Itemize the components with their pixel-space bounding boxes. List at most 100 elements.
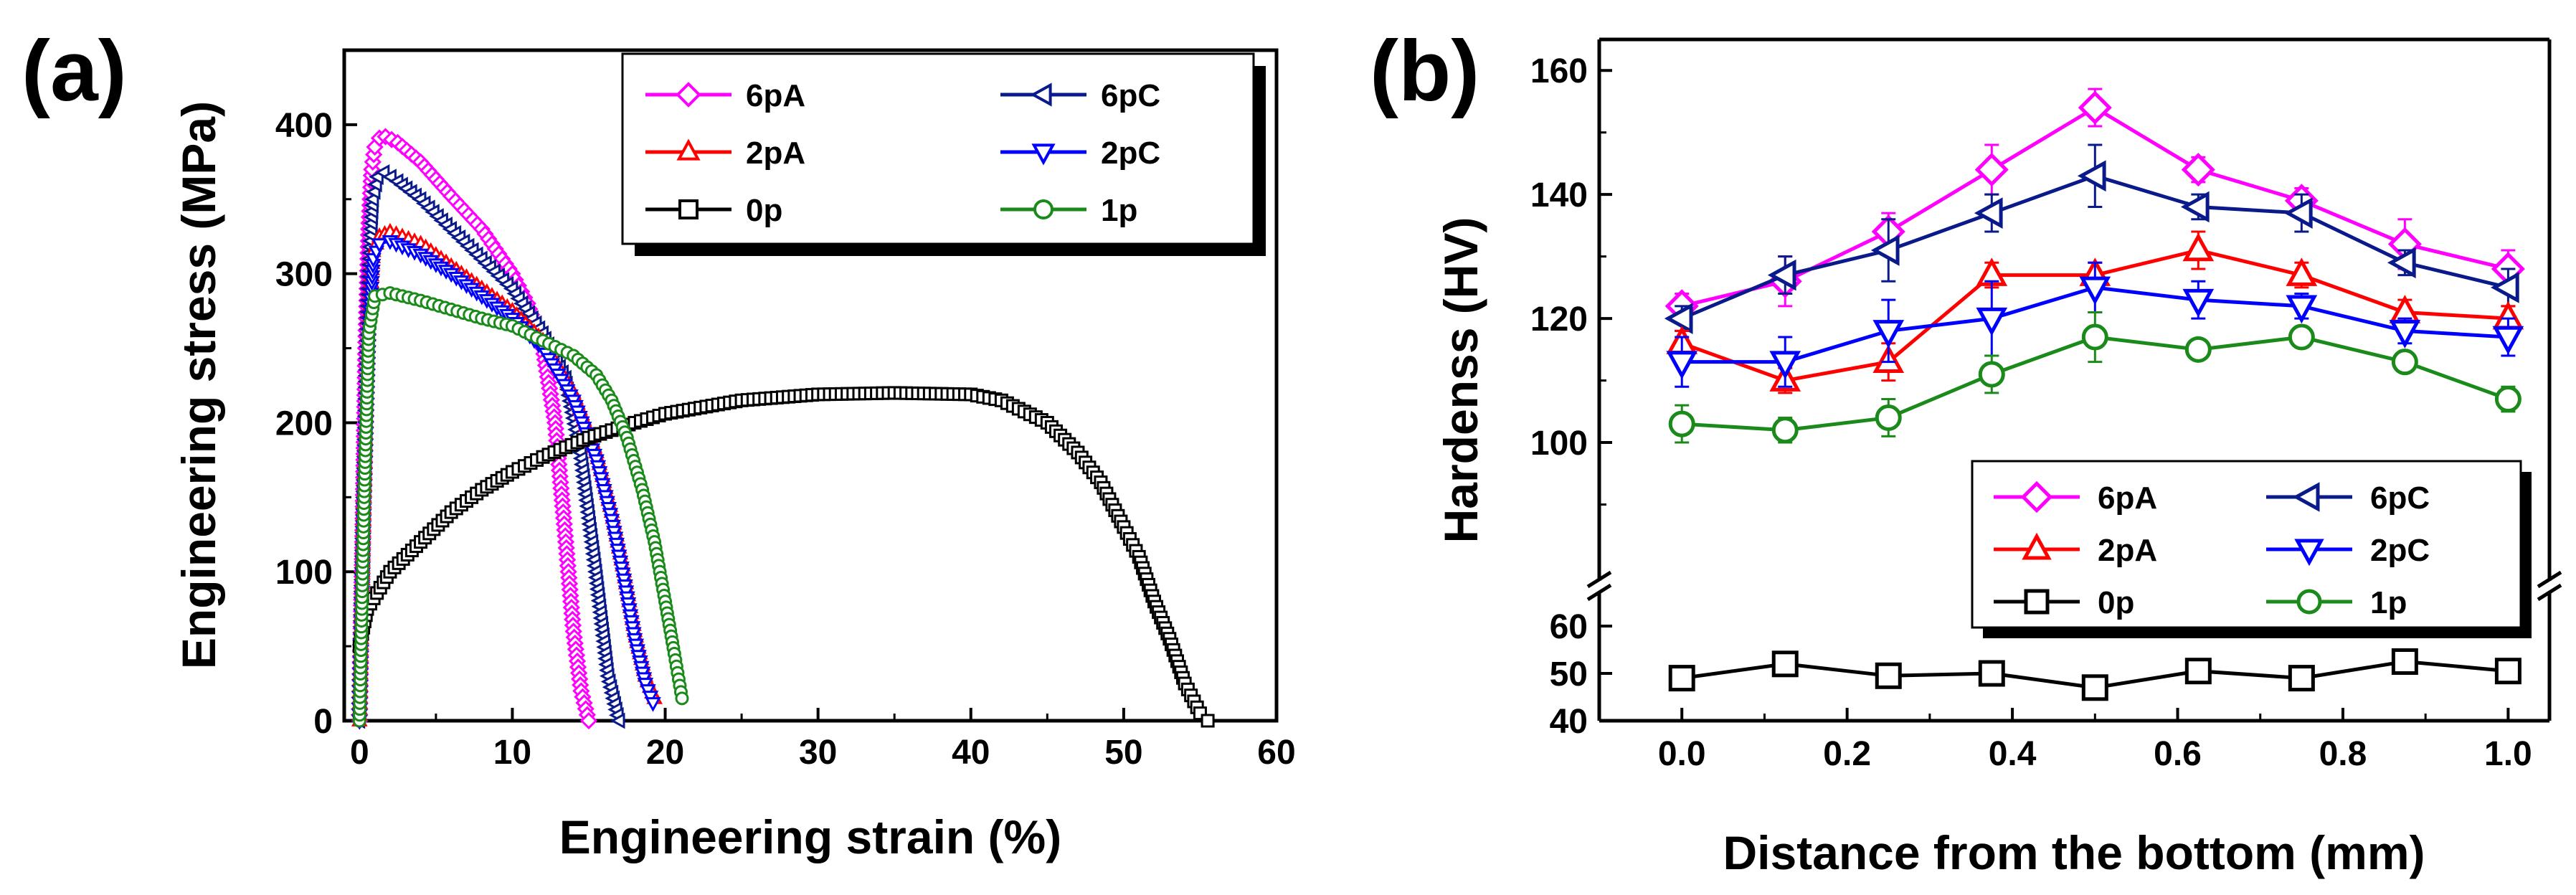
series-0p [1668, 648, 2521, 701]
data-point-6pA [1974, 153, 2009, 187]
panel-b-legend: 6pA 6pC 2pA 2pC 0p 1p [1971, 460, 2532, 638]
legend-marker-0p [678, 199, 699, 219]
panel-a-y-axis-title: Engineering stress (MPa) [172, 101, 225, 669]
y-tick-label: 120 [1530, 300, 1588, 338]
panel-b-legend-box [1971, 460, 2522, 629]
data-point-2pA [2182, 232, 2215, 262]
data-point-6pC [2077, 160, 2106, 192]
panel-a-legend: 6pA 6pC 2pA 2pC 0p 1p [621, 52, 1266, 256]
panel-a: (a) 0 10 20 30 40 50 60 0 100 200 300 400 Engineer… [22, 23, 1296, 863]
y-tick-label: 300 [275, 256, 333, 294]
y-tick-label: 100 [275, 554, 333, 592]
data-point-1p [1771, 417, 1799, 444]
data-point-1p [1668, 410, 1695, 437]
data-point-0p [2081, 674, 2108, 701]
panel-a-plot-frame [342, 48, 1279, 723]
x-tick-label: 0.4 [1989, 735, 2037, 773]
x-tick-label: 1.0 [2484, 735, 2532, 773]
legend-marker-2pC [1031, 143, 1056, 166]
series-2pC [1666, 261, 2524, 388]
panel-b-x-axis-title: Distance from the bottom (mm) [1723, 826, 2425, 879]
series-6pA [351, 128, 598, 730]
data-point-2pC [2286, 295, 2318, 324]
legend-entry-6pC: 6pC [1000, 78, 1160, 113]
data-point-0p [1668, 665, 1695, 692]
series-line-0p [358, 391, 1209, 722]
data-point-2pC [1666, 351, 1698, 380]
data-point-1p [2391, 349, 2418, 376]
legend-entry-1p: 1p [2266, 585, 2407, 620]
data-point-2pC [645, 697, 661, 712]
panel-a-label: (a) [22, 23, 127, 119]
legend-marker-1p [1033, 199, 1053, 219]
panel-b: (b) 0.0 0.2 0.4 0.6 0.8 1.0 100 120 140 160 40 50 6… [1370, 23, 2562, 879]
data-point-0p [2288, 665, 2315, 692]
x-tick-label: 0.2 [1823, 735, 1871, 773]
data-point-6pC [1974, 197, 2003, 229]
panel-a-legend-items: 6pA 6pC 2pA 2pC 0p 1p [645, 78, 1160, 228]
legend-label: 6pC [1101, 78, 1160, 113]
legend-marker-6pA [2020, 480, 2053, 513]
panel-b-label: (b) [1370, 23, 1479, 119]
data-point-6pC [1664, 303, 1693, 334]
data-point-0p [1201, 714, 1215, 728]
data-point-2pC [371, 238, 388, 253]
y-tick-label: 100 [1530, 425, 1588, 463]
panel-a-legend-box [621, 52, 1255, 245]
x-tick-label: 60 [1257, 734, 1295, 772]
legend-entry-2pA: 2pA [645, 136, 805, 171]
panel-a-x-ticks: 0 10 20 30 40 50 60 [350, 708, 1296, 772]
legend-marker-6pC [1030, 82, 1052, 107]
legend-entry-2pC: 2pC [2266, 533, 2430, 568]
legend-label: 6pA [746, 78, 805, 113]
data-point-2pC [2389, 320, 2421, 349]
y-tick-label: 400 [275, 107, 333, 145]
data-point-6pC [1870, 235, 1900, 266]
legend-label: 2pC [1101, 136, 1160, 171]
data-point-0p [1978, 660, 2005, 687]
legend-label: 6pC [2370, 480, 2430, 516]
legend-entry-2pA: 2pA [1994, 532, 2157, 568]
data-point-6pC [2180, 191, 2210, 223]
legend-label: 2pA [746, 136, 805, 171]
x-tick-label: 10 [493, 734, 531, 772]
panel-b-series [1664, 87, 2525, 701]
data-point-6pC [1767, 259, 1796, 291]
data-point-6pC [610, 712, 625, 729]
data-point-0p [2391, 648, 2418, 675]
legend-entry-0p: 0p [1994, 585, 2134, 620]
legend-label: 0p [746, 193, 782, 228]
legend-marker-6pC [2292, 482, 2320, 512]
data-point-1p [2288, 323, 2315, 351]
data-point-0p [1875, 662, 1902, 689]
data-point-6pA [579, 711, 598, 730]
data-point-2pC [2492, 326, 2524, 355]
x-tick-label: 0.0 [1658, 735, 1706, 773]
legend-marker-2pA [676, 138, 701, 161]
legend-entry-0p: 0p [645, 193, 782, 228]
legend-label: 0p [2098, 585, 2134, 620]
series-1p [1668, 311, 2521, 444]
data-point-2pC [2182, 288, 2215, 318]
x-tick-label: 20 [646, 734, 684, 772]
series-0p [352, 386, 1215, 728]
series-1p [352, 286, 689, 728]
y-tick-label: 60 [1550, 608, 1588, 646]
y-tick-label: 140 [1530, 176, 1588, 214]
legend-marker-6pA [676, 82, 701, 108]
legend-marker-2pC [2294, 539, 2324, 567]
data-point-6pC [2387, 247, 2416, 279]
x-tick-label: 0 [350, 734, 369, 772]
data-point-6pC [2283, 197, 2313, 229]
data-point-0p [2494, 658, 2521, 685]
panel-a-y-ticks: 0 100 200 300 400 [275, 107, 357, 741]
y-tick-label: 0 [313, 703, 333, 741]
panel-b-plot-frame [1597, 37, 2552, 723]
legend-entry-6pC: 6pC [2266, 480, 2430, 516]
x-tick-label: 50 [1104, 734, 1142, 772]
data-point-2pC [2079, 276, 2111, 306]
data-point-1p [2494, 386, 2521, 413]
data-point-1p [2184, 336, 2212, 363]
legend-label: 2pC [2370, 533, 2430, 568]
